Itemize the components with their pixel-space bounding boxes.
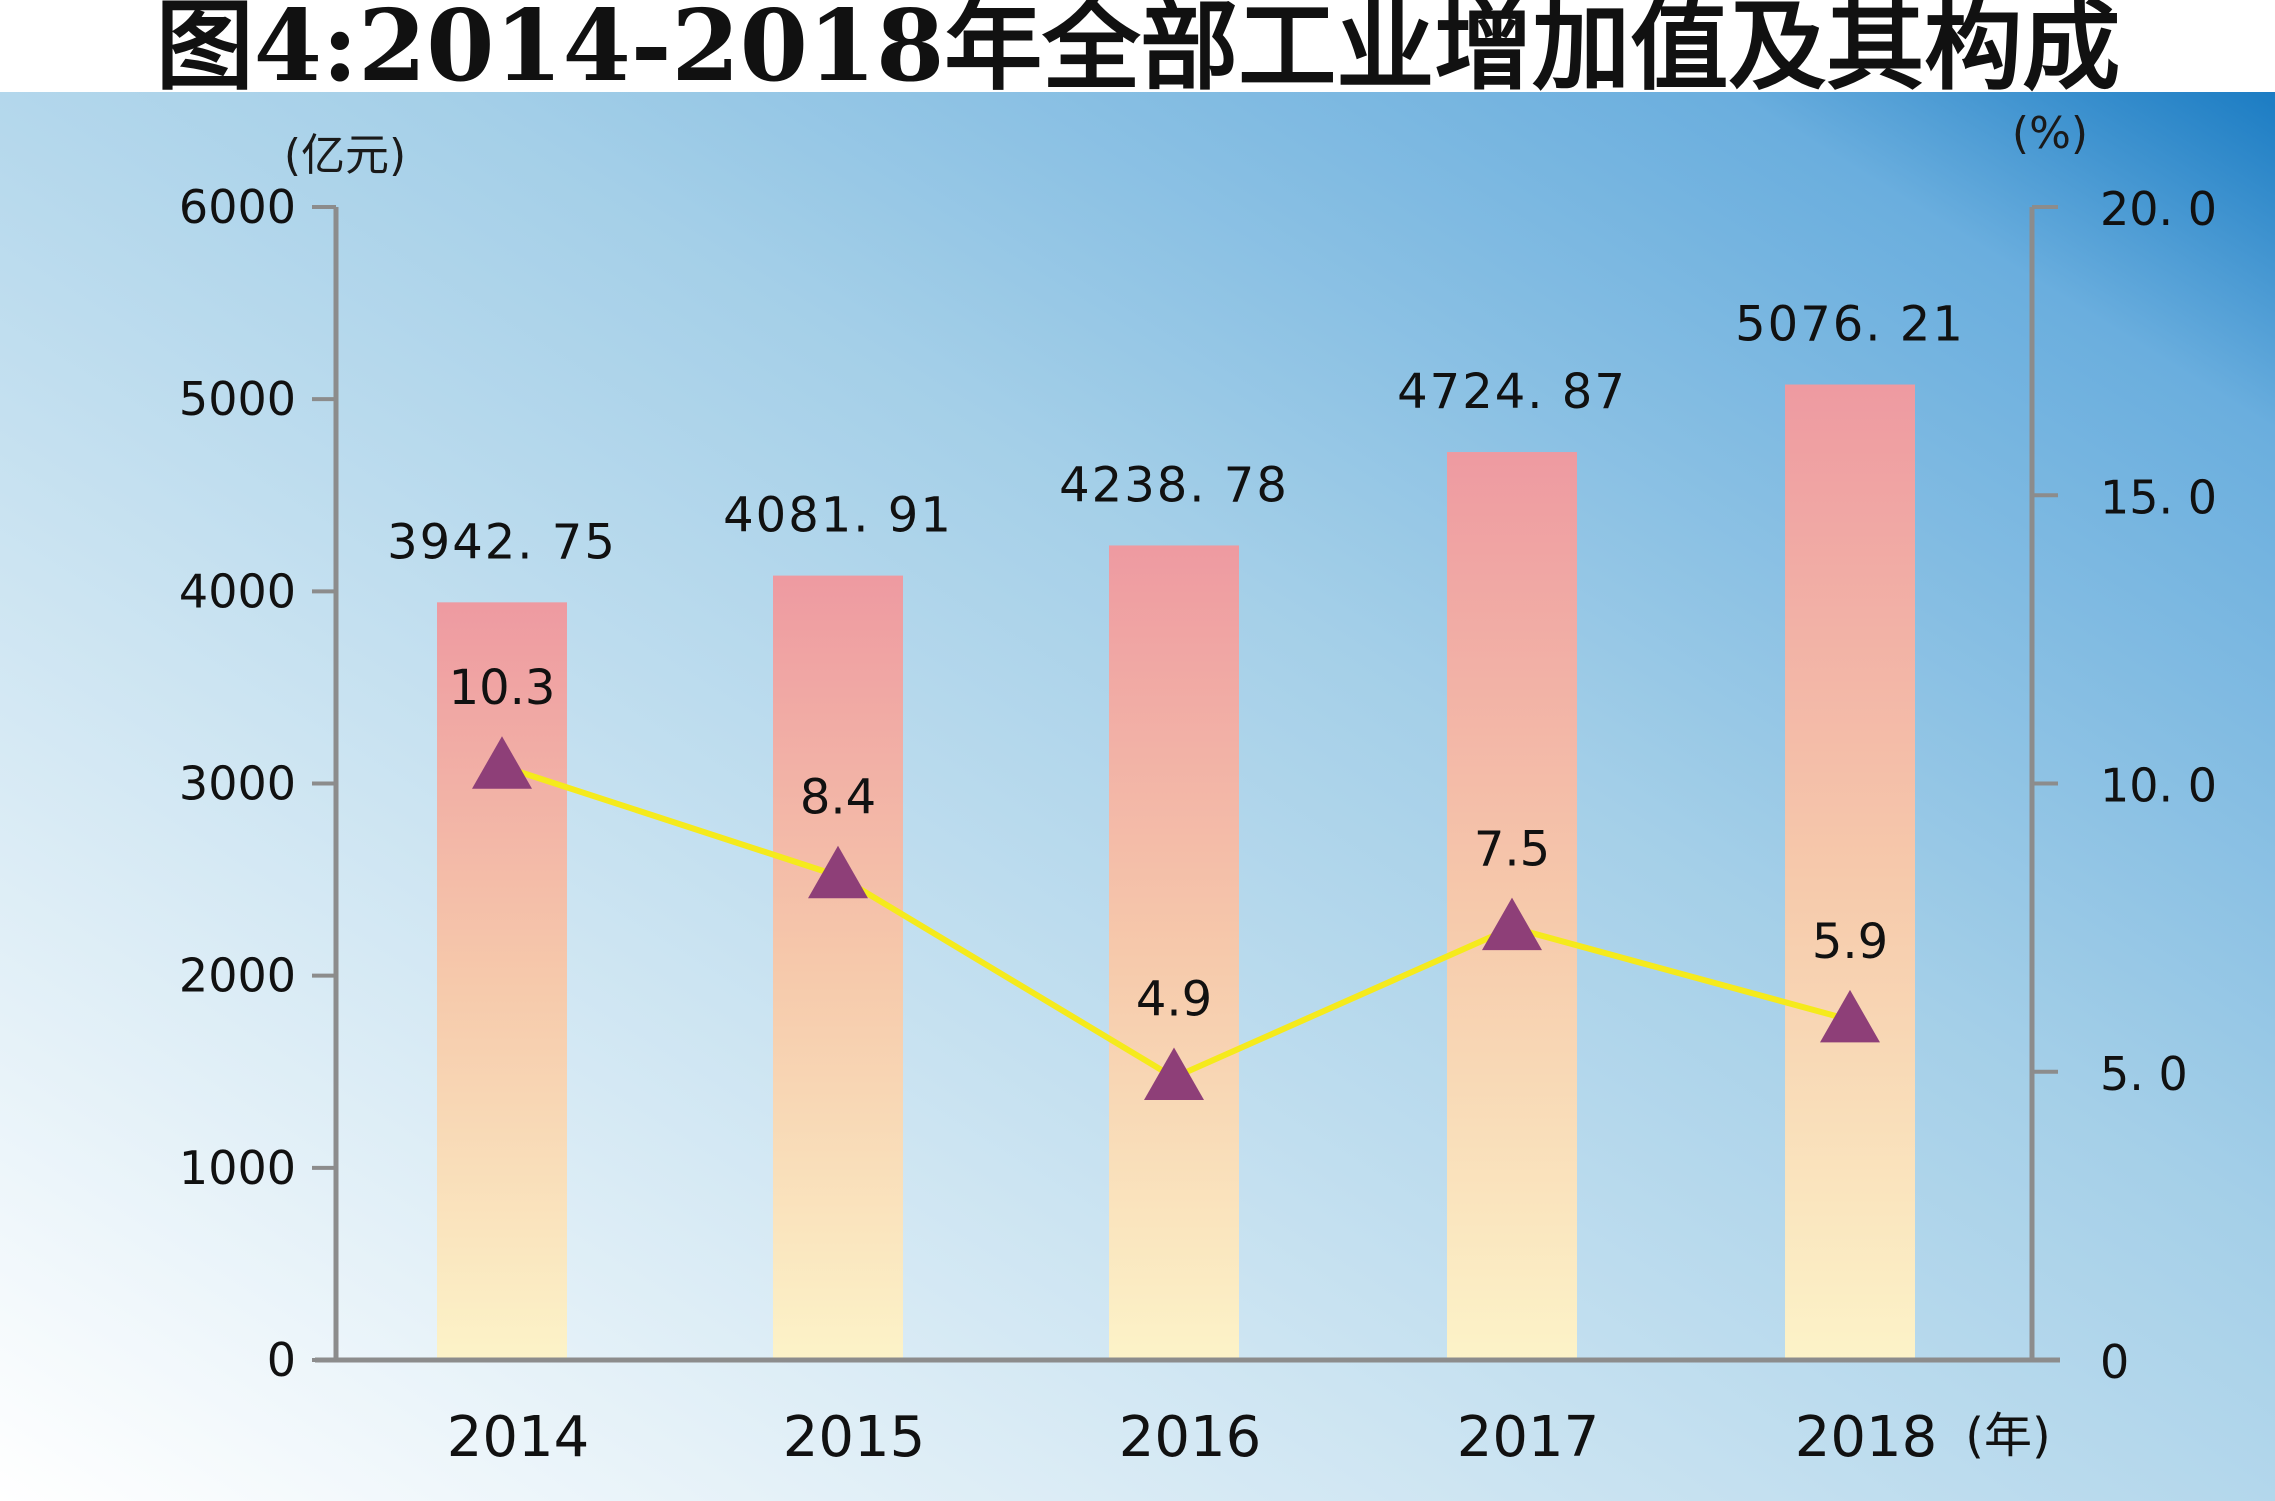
triangle-marker bbox=[472, 736, 532, 789]
left-axis-tick-label: 6000 bbox=[179, 180, 296, 234]
right-axis-unit: (%) bbox=[2012, 108, 2088, 159]
bar-value-label: 4724. 87 bbox=[1397, 364, 1627, 420]
right-y-axis: 0 5. 0 10. 0 15. 0 20. 0 bbox=[2029, 182, 2217, 1389]
left-axis-tick-label: 5000 bbox=[179, 372, 296, 426]
triangle-marker bbox=[1482, 897, 1542, 951]
x-axis-category-label: 2017 bbox=[1457, 1405, 1600, 1470]
left-axis-unit: (亿元) bbox=[284, 130, 406, 181]
line-value-label: 8.4 bbox=[800, 770, 876, 826]
triangle-marker bbox=[808, 845, 868, 899]
right-axis-tick-label: 15. 0 bbox=[2100, 470, 2217, 524]
left-axis-tick-label: 3000 bbox=[179, 757, 296, 811]
x-axis-category-label: 2015 bbox=[783, 1405, 926, 1470]
left-axis-tick-label: 1000 bbox=[179, 1141, 296, 1195]
bar bbox=[773, 575, 903, 1360]
bar-value-label: 5076. 21 bbox=[1735, 297, 1965, 353]
right-axis-tick-label: 20. 0 bbox=[2100, 182, 2217, 236]
bar bbox=[1109, 545, 1239, 1360]
bar bbox=[1785, 384, 1915, 1361]
bar-value-label: 4081. 91 bbox=[723, 488, 953, 544]
x-axis-category-label: 2018 bbox=[1795, 1405, 1938, 1470]
bar-value-label: 3942. 75 bbox=[387, 514, 617, 570]
chart-title: 图4:2014-2018年全部工业增加值及其构成 bbox=[156, 0, 2121, 104]
line-value-label: 5.9 bbox=[1812, 914, 1888, 970]
triangle-marker bbox=[1144, 1047, 1204, 1101]
line-value-label: 10.3 bbox=[449, 660, 556, 716]
x-axis-category-label: 2016 bbox=[1119, 1405, 1262, 1470]
growth-line-series: 10.3 8.4 4.9 7.5 5.9 bbox=[449, 660, 1888, 1101]
bar bbox=[437, 602, 567, 1360]
left-axis-tick-label: 2000 bbox=[179, 949, 296, 1003]
right-axis-tick-label: 10. 0 bbox=[2100, 759, 2217, 813]
bar-value-label: 4238. 78 bbox=[1059, 457, 1289, 513]
x-axis: 2014 2015 2016 2017 2018 bbox=[315, 1357, 2060, 1470]
line-value-label: 7.5 bbox=[1474, 822, 1550, 878]
line-value-label: 4.9 bbox=[1136, 972, 1212, 1028]
x-axis-unit: (年) bbox=[1965, 1408, 2050, 1464]
left-axis-tick-label: 4000 bbox=[179, 564, 296, 618]
right-axis-tick-label: 0 bbox=[2100, 1335, 2129, 1389]
x-axis-category-label: 2014 bbox=[447, 1405, 590, 1470]
triangle-marker bbox=[1820, 989, 1880, 1043]
left-axis-tick-label: 0 bbox=[267, 1333, 296, 1387]
right-axis-tick-label: 5. 0 bbox=[2100, 1047, 2188, 1101]
left-y-axis: 0 1000 2000 3000 4000 5000 6000 bbox=[179, 180, 339, 1387]
